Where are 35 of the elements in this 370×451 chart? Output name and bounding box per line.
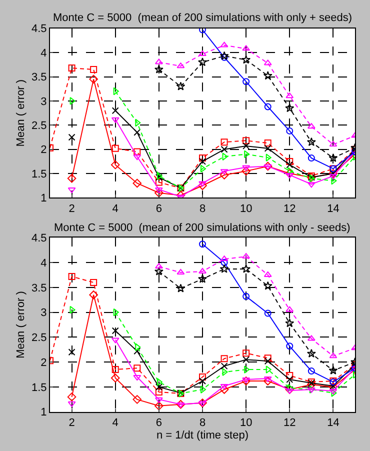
y-tick-label: 2 (40, 356, 47, 369)
x-tick-label: 10 (240, 202, 252, 215)
x-tick-label: 12 (284, 417, 296, 430)
x-tick-label: 4 (112, 417, 118, 430)
y-tick-label: 1 (40, 406, 47, 419)
y-tick-label: 2.5 (32, 332, 47, 344)
y-tick-label: 2.5 (32, 120, 47, 132)
chart-title: Monte C = 5000 (mean of 200 simulations with only - seeds) (54, 222, 350, 234)
y-tick-label: 4.5 (32, 232, 47, 244)
y-tick-label: 3.5 (32, 72, 47, 84)
x-tick-label: 14 (327, 417, 340, 430)
y-tick-label: 3 (40, 307, 47, 320)
x-tick-label: 8 (199, 417, 206, 430)
x-tick-label: 14 (327, 202, 340, 215)
y-tick-label: 1 (40, 192, 47, 205)
chart-title: Monte C = 5000 (mean of 200 simulations with only + seeds) (53, 12, 352, 24)
x-tick-label: 2 (68, 417, 75, 430)
y-tick-label: 4 (40, 257, 47, 270)
y-tick-label: 1.5 (32, 382, 47, 394)
x-tick-label: 2 (68, 202, 75, 215)
x-tick-label: 8 (199, 202, 206, 215)
x-axis-title: n = 1/dt (time step) (156, 429, 249, 442)
y-axis-title: Mean ( error ) (15, 291, 28, 358)
y-tick-label: 2 (40, 144, 47, 156)
x-tick-label: 10 (240, 417, 252, 430)
y-tick-label: 3.5 (32, 282, 47, 294)
y-tick-label: 4 (40, 47, 47, 60)
y-tick-label: 1.5 (32, 168, 47, 180)
x-tick-label: 6 (156, 417, 162, 430)
x-tick-label: 4 (112, 202, 118, 215)
x-tick-label: 12 (284, 202, 296, 215)
y-axis-title: Mean ( error ) (15, 79, 28, 147)
y-tick-label: 4.5 (32, 23, 47, 36)
x-tick-label: 6 (156, 202, 162, 215)
y-tick-label: 3 (40, 96, 47, 108)
